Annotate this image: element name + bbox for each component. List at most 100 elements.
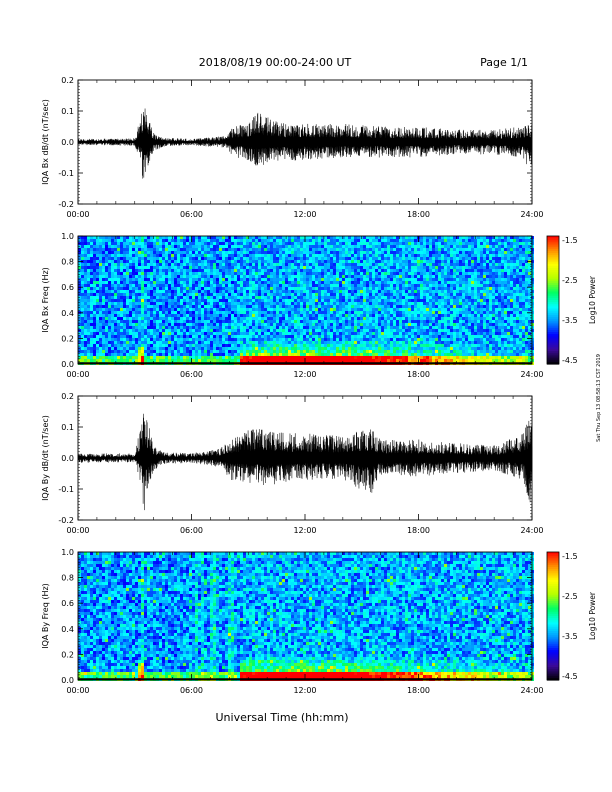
spectrogram-cell [510,317,513,320]
spectrogram-cell [204,275,207,278]
spectrogram-cell [144,320,147,323]
spectrogram-cell [327,272,330,275]
spectrogram-cell [408,308,411,311]
spectrogram-cell [273,290,276,293]
spectrogram-cell [117,314,120,317]
spectrogram-cell [519,299,522,302]
spectrogram-cell [213,287,216,290]
spectrogram-cell [216,302,219,305]
spectrogram-cell [417,317,420,320]
spectrogram-cell [237,308,240,311]
spectrogram-cell [93,326,96,329]
spectrogram-cell [420,302,423,305]
spectrogram-cell [375,287,378,290]
spectrogram-cell [159,308,162,311]
spectrogram-cell [471,260,474,263]
spectrogram-cell [336,284,339,287]
spectrogram-cell [225,329,228,332]
spectrogram-cell [198,266,201,269]
spectrogram-cell [249,302,252,305]
spectrogram-cell [354,290,357,293]
spectrogram-cell [330,236,333,239]
spectrogram-cell [144,269,147,272]
spectrogram-cell [144,323,147,326]
spectrogram-cell [501,320,504,323]
spectrogram-cell [114,236,117,239]
spectrogram-cell [459,302,462,305]
spectrogram-cell [486,317,489,320]
spectrogram-cell [516,296,519,299]
spectrogram-cell [231,248,234,251]
spectrogram-cell [243,311,246,314]
spectrogram-cell [429,272,432,275]
spectrogram-cell [519,323,522,326]
spectrogram-cell [447,236,450,239]
spectrogram-cell [99,323,102,326]
spectrogram-cell [294,236,297,239]
spectrogram-cell [210,257,213,260]
spectrogram-cell [441,278,444,281]
spectrogram-cell [81,290,84,293]
spectrogram-cell [267,296,270,299]
spectrogram-cell [285,314,288,317]
spectrogram-cell [396,245,399,248]
spectrogram-cell [285,302,288,305]
spectrogram-cell [93,266,96,269]
spectrogram-cell [276,263,279,266]
spectrogram-cell [381,290,384,293]
spectrogram-cell [87,329,90,332]
spectrogram-cell [381,245,384,248]
spectrogram-cell [387,263,390,266]
spectrogram-cell [204,281,207,284]
spectrogram-cell [126,248,129,251]
spectrogram-cell [282,242,285,245]
spectrogram-cell [138,290,141,293]
spectrogram-cell [261,248,264,251]
spectrogram-cell [186,266,189,269]
x-tick-label: 24:00 [520,210,543,219]
spectrogram-cell [330,278,333,281]
spectrogram-cell [483,308,486,311]
spectrogram-cell [339,257,342,260]
spectrogram-cell [273,236,276,239]
spectrogram-cell [357,302,360,305]
spectrogram-cell [132,281,135,284]
spectrogram-cell [369,299,372,302]
spectrogram-cell [387,260,390,263]
spectrogram-cell [264,242,267,245]
spectrogram-cell [408,236,411,239]
spectrogram-cell [333,284,336,287]
spectrogram-cell [180,266,183,269]
spectrogram-cell [522,320,525,323]
spectrogram-cell [117,284,120,287]
spectrogram-cell [525,242,528,245]
spectrogram-cell [381,311,384,314]
spectrogram-cell [282,329,285,332]
spectrogram-cell [384,290,387,293]
spectrogram-cell [372,251,375,254]
spectrogram-cell [150,311,153,314]
spectrogram-cell [357,260,360,263]
spectrogram-cell [483,245,486,248]
spectrogram-cell [459,305,462,308]
spectrogram-cell [213,257,216,260]
spectrogram-cell [252,239,255,242]
spectrogram-cell [174,326,177,329]
spectrogram-cell [255,278,258,281]
spectrogram-cell [456,263,459,266]
spectrogram-cell [285,275,288,278]
spectrogram-cell [495,326,498,329]
spectrogram-cell [414,293,417,296]
spectrogram-cell [453,308,456,311]
spectrogram-cell [276,320,279,323]
spectrogram-cell [150,245,153,248]
spectrogram-cell [264,320,267,323]
spectrogram-cell [216,245,219,248]
spectrogram-cell [246,257,249,260]
spectrogram-cell [363,302,366,305]
spectrogram-cell [240,314,243,317]
spectrogram-cell [417,311,420,314]
spectrogram-cell [78,317,81,320]
spectrogram-cell [174,284,177,287]
spectrogram-cell [111,242,114,245]
